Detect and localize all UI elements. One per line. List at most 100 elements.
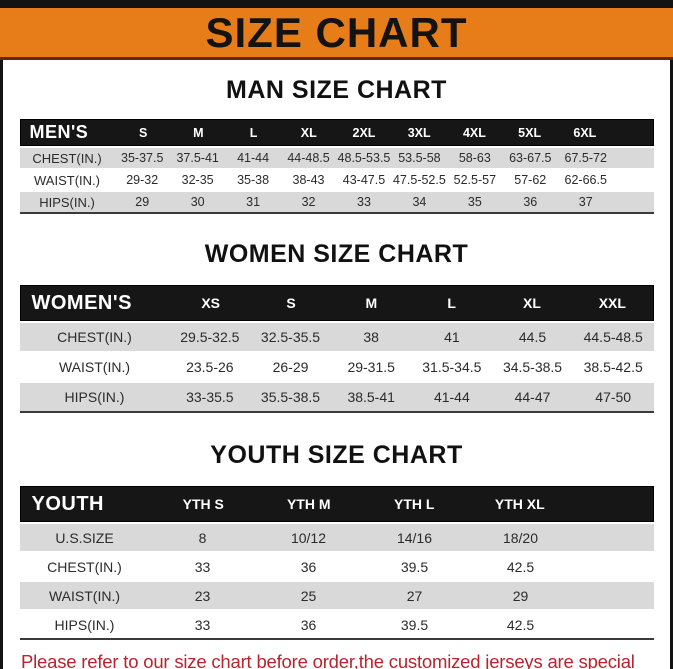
table-row: U.S.SIZE 8 10/12 14/16 18/20 [19,522,654,551]
size-value-cell: 25 [300,587,317,604]
size-value-cell: 29 [512,587,529,604]
size-value-cell: XL [300,125,317,140]
size-value-cell: 6XL [573,125,597,140]
size-value-cell: 38.5-41 [347,389,395,405]
size-value-cell: 38-43 [292,173,325,187]
size-value-cell: 29 [135,195,150,209]
table-row: WAIST(IN.) 23 25 27 29 [19,580,654,609]
size-value-cell: 47.5-52.5 [392,173,446,187]
table-row: HIPS(IN.) 33 36 39.5 42.5 [19,609,654,638]
table-header-row: YOUTH YTH S YTH M YTH L YTH XL [19,486,654,522]
size-value-cell: 3XL [407,125,431,140]
disclaimer-line-1: Please refer to our size chart before or… [21,651,635,669]
size-value-cell: 34.5-38.5 [502,359,563,375]
size-value-cell: 33-35.5 [186,389,234,405]
table-row: HIPS(IN.) 29 30 31 32 33 34 35 36 37 [19,190,654,212]
page-title: SIZE CHART [205,8,468,56]
size-value-cell: L [249,125,258,140]
size-value-cell: 18/20 [502,529,539,546]
row-label-cell: HIPS(IN.) [39,194,95,210]
size-value-cell: 23.5-26 [186,359,234,375]
size-value-cell: 29.5-32.5 [180,329,240,345]
table-row: CHEST(IN.) 29.5-32.5 32.5-35.5 38 41 44.5 44.5… [19,321,654,351]
size-value-cell: XL [523,295,541,311]
table-row: CHEST(IN.) 35-37.5 37.5-41 41-44 44-48.5 48.5… [19,146,654,168]
size-value-cell: 44.5-48.5 [583,329,643,345]
size-value-cell: 31 [246,195,261,209]
content-frame: MAN SIZE CHART MEN'S S M L XL 2XL 3XL 4XL 5XL 6XL… [0,60,673,669]
size-value-cell: 35-38 [237,173,270,187]
size-value-cell: 38 [363,329,379,345]
size-value-cell: 58-63 [458,151,491,165]
row-label-cell: CHEST(IN.) [32,150,102,166]
table-header-row: MEN'S S M L XL 2XL 3XL 4XL 5XL 6XL [19,119,654,146]
size-value-cell: 32 [301,195,316,209]
size-value-cell: 37 [578,195,593,209]
size-value-cell: 37.5-41 [176,151,219,165]
size-value-cell: YTH S [182,496,224,512]
size-value-cell: 43-47.5 [342,173,386,187]
table-row: HIPS(IN.) 33-35.5 35.5-38.5 38.5-41 41-44 44-… [19,381,654,411]
row-label-cell: CHEST(IN.) [57,329,132,345]
disclaimer-text: Please refer to our size chart before or… [19,650,654,669]
row-label-cell: WAIST(IN.) [34,172,100,188]
size-value-cell: 41-44 [237,151,270,165]
women-size-chart-heading: WOMEN SIZE CHART [204,240,469,268]
size-value-cell: 32-35 [181,173,214,187]
row-label-cell: U.S.SIZE [55,529,114,546]
size-value-cell: 29-31.5 [347,359,395,375]
women-size-table: WOMEN'S XS S M L XL XXL CHEST(IN.) 29.5-32.5 32.5… [19,285,654,413]
size-value-cell: 42.5 [506,558,535,575]
size-value-cell: 34 [412,195,427,209]
size-value-cell: 26-29 [272,359,309,375]
size-value-cell: YTH L [394,496,435,512]
youth-size-chart-heading: YOUTH SIZE CHART [210,441,463,469]
size-value-cell: 44-47 [514,389,551,405]
size-value-cell: 36 [300,616,317,633]
man-size-chart-heading: MAN SIZE CHART [226,76,447,104]
size-value-cell: 32.5-35.5 [260,329,321,345]
size-value-cell: 38.5-42.5 [583,359,643,375]
size-value-cell: 36 [300,558,317,575]
size-value-cell: 31.5-34.5 [422,359,482,375]
size-value-cell: 44.5 [518,329,547,345]
row-label-cell: MEN'S [29,122,89,142]
men-size-table: MEN'S S M L XL 2XL 3XL 4XL 5XL 6XL CHEST(IN.) 35-37… [19,119,654,214]
size-value-cell: 36 [523,195,538,209]
size-value-cell: 35.5-38.5 [260,389,321,405]
size-value-cell: 42.5 [506,616,535,633]
size-value-cell: 8 [198,529,207,546]
top-black-strip [0,0,673,8]
banner: SIZE CHART [0,8,673,60]
row-label-cell: WAIST(IN.) [58,359,131,375]
table-header-row: WOMEN'S XS S M L XL XXL [19,285,654,321]
size-value-cell: 39.5 [400,558,429,575]
youth-size-table: YOUTH YTH S YTH M YTH L YTH XL U.S.SIZE 8 10/12… [19,486,654,640]
size-value-cell: 41 [444,329,460,345]
row-label-cell: HIPS(IN.) [64,389,125,405]
size-value-cell: L [447,295,456,311]
size-value-cell: 53.5-58 [398,151,441,165]
size-value-cell: 14/16 [396,529,433,546]
size-value-cell: XXL [598,295,626,311]
size-value-cell: M [365,295,378,311]
size-value-cell: 27 [406,587,423,604]
size-value-cell: 57-62 [514,173,547,187]
size-value-cell: XS [201,295,220,311]
size-value-cell: 39.5 [400,616,429,633]
row-label-cell: WOMEN'S [31,291,132,314]
size-value-cell: 35-37.5 [121,151,164,165]
row-label-cell: HIPS(IN.) [54,616,115,633]
size-value-cell: 23 [194,587,211,604]
size-value-cell: 30 [190,195,205,209]
size-value-cell: 4XL [462,125,486,140]
size-value-cell: YTH XL [494,496,545,512]
size-value-cell: 63-67.5 [509,151,552,165]
size-value-cell: 5XL [518,125,542,140]
row-label-cell: CHEST(IN.) [47,558,122,575]
size-value-cell: S [138,125,148,140]
size-value-cell: YTH M [286,496,331,512]
size-value-cell: 10/12 [290,529,327,546]
size-value-cell: 67.5-72 [564,151,607,165]
table-row: WAIST(IN.) 23.5-26 26-29 29-31.5 31.5-34.5 34… [19,351,654,381]
